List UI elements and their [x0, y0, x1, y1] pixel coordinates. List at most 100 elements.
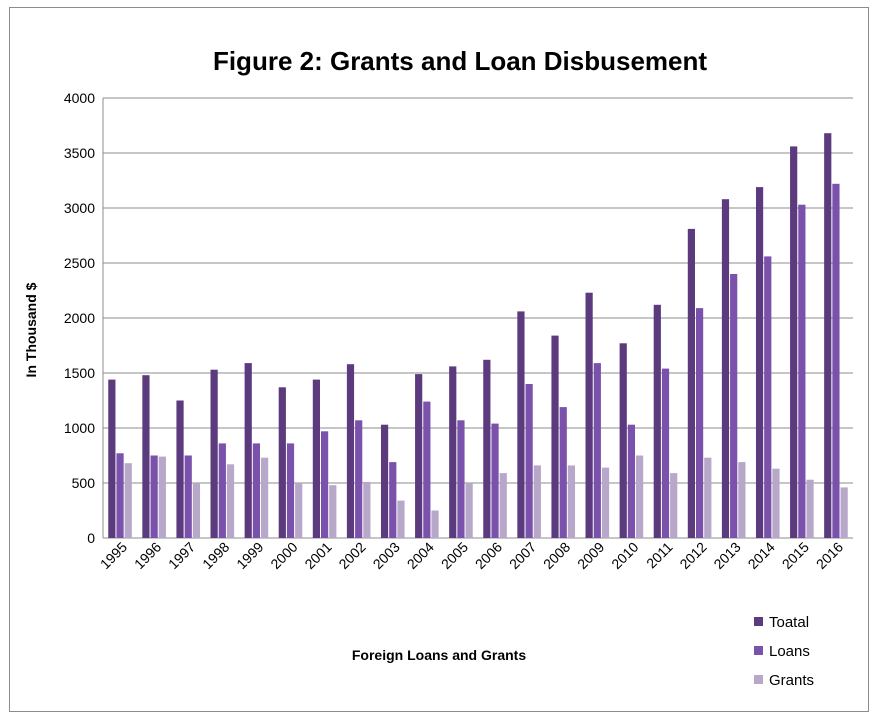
bar-grants-2001	[329, 485, 337, 538]
bar-loans-2016	[832, 183, 840, 539]
x-tick-label: 2013	[710, 539, 743, 572]
x-tick-label: 1998	[199, 539, 232, 572]
x-tick-label: 2010	[608, 539, 641, 572]
bar-toatal-2000	[278, 387, 286, 538]
bar-loans-2003	[389, 462, 397, 538]
bar-loans-2015	[798, 204, 806, 538]
bar-toatal-2016	[824, 133, 832, 538]
x-tick-label: 2012	[676, 539, 709, 572]
legend-label-grants: Grants	[769, 672, 814, 689]
bar-grants-2012	[704, 457, 712, 538]
bar-toatal-2005	[449, 366, 457, 538]
bar-loans-1995	[116, 453, 124, 538]
bar-loans-2006	[491, 423, 499, 538]
bar-loans-2014	[764, 256, 772, 538]
y-tick-label: 1000	[64, 420, 95, 436]
bar-grants-2006	[499, 473, 507, 538]
bar-loans-1998	[218, 443, 226, 538]
y-tick-label: 0	[87, 530, 95, 546]
y-tick-label: 4000	[64, 90, 95, 106]
bar-loans-1999	[252, 443, 261, 538]
bar-grants-2000	[295, 483, 303, 538]
legend: Toatal Loans Grants	[754, 614, 814, 689]
bar-loans-2000	[286, 443, 295, 538]
chart-title: Figure 2: Grants and Loan Disbusement	[213, 46, 707, 76]
x-axis-tick-labels: 1995 1996 1997 1998 1999 2000 2001 2002 2003 2004…	[97, 539, 846, 572]
x-tick-label: 1995	[97, 539, 130, 572]
bar-toatal-2003	[380, 424, 389, 538]
chart-frame: Figure 2: Grants and Loan Disbusement 0 5…	[9, 7, 869, 712]
y-tick-label: 2500	[64, 255, 95, 271]
bar-grants-2005	[465, 483, 473, 538]
bar-loans-2004	[423, 401, 431, 538]
x-tick-label: 2006	[472, 539, 505, 572]
bar-toatal-2001	[312, 379, 320, 538]
bar-grants-2016	[840, 487, 848, 538]
legend-label-toatal: Toatal	[769, 614, 809, 631]
bar-toatal-1995	[108, 379, 116, 538]
x-tick-label: 2002	[335, 539, 368, 572]
bar-grants-1999	[261, 457, 269, 538]
bar-grants-2014	[772, 468, 780, 538]
bar-loans-2013	[730, 274, 738, 538]
y-axis-label: In Thousand $	[23, 282, 39, 377]
x-tick-label: 2011	[643, 539, 676, 572]
bar-toatal-2013	[721, 199, 730, 538]
legend-swatch-grants	[754, 675, 763, 684]
x-tick-label: 2015	[779, 539, 812, 572]
x-tick-label: 2014	[745, 539, 778, 572]
bar-toatal-2014	[755, 187, 764, 538]
bar-grants-2010	[636, 455, 644, 538]
x-tick-label: 1997	[165, 539, 198, 572]
x-axis-label: Foreign Loans and Grants	[352, 647, 526, 663]
x-tick-label: 2004	[404, 539, 437, 572]
x-tick-label: 1996	[131, 539, 164, 572]
bar-loans-2002	[355, 420, 363, 538]
bars	[108, 133, 848, 539]
bar-toatal-1997	[176, 400, 184, 538]
y-axis-tick-labels: 0 500 1000 1500 2000 2500 3000 3500 4000	[64, 90, 95, 546]
bar-toatal-2015	[790, 146, 798, 538]
bar-toatal-2006	[483, 359, 491, 538]
bar-loans-2009	[593, 363, 601, 538]
bar-grants-1995	[124, 463, 132, 538]
bar-grants-2009	[601, 467, 610, 538]
chart-svg: Figure 2: Grants and Loan Disbusement 0 5…	[23, 46, 853, 689]
y-tick-label: 1500	[64, 365, 95, 381]
bar-toatal-2010	[619, 343, 627, 538]
bar-grants-2015	[806, 479, 814, 538]
x-tick-label: 2007	[506, 539, 539, 572]
bar-toatal-2002	[346, 364, 355, 538]
y-tick-label: 500	[72, 475, 96, 491]
bar-toatal-2012	[687, 228, 695, 538]
bar-loans-1997	[184, 455, 192, 538]
bar-toatal-2007	[517, 311, 525, 538]
bar-toatal-1999	[244, 363, 252, 538]
bar-toatal-2009	[585, 292, 593, 538]
bar-loans-2008	[559, 407, 567, 538]
bar-loans-2007	[525, 384, 533, 538]
bar-toatal-1998	[210, 369, 218, 538]
x-tick-label: 2003	[370, 539, 403, 572]
x-tick-label: 2000	[267, 539, 300, 572]
x-tick-label: 2001	[301, 539, 334, 572]
bar-grants-2007	[533, 465, 541, 538]
bar-grants-1997	[192, 483, 201, 538]
bar-grants-2004	[431, 510, 439, 538]
bar-grants-2002	[363, 481, 371, 538]
bar-toatal-2008	[551, 335, 559, 538]
bar-grants-2011	[670, 473, 678, 538]
legend-swatch-loans	[754, 646, 763, 655]
y-tick-label: 3000	[64, 200, 95, 216]
x-tick-label: 2005	[438, 539, 471, 572]
bar-loans-2011	[661, 368, 670, 538]
bar-loans-2005	[457, 420, 465, 538]
bar-loans-2001	[320, 431, 329, 538]
bar-toatal-2004	[415, 374, 423, 538]
x-tick-label: 1999	[233, 539, 266, 572]
legend-label-loans: Loans	[769, 643, 810, 660]
x-tick-label: 2016	[813, 539, 846, 572]
y-tick-label: 2000	[64, 310, 95, 326]
y-tick-label: 3500	[64, 145, 95, 161]
bar-grants-2003	[397, 500, 405, 538]
